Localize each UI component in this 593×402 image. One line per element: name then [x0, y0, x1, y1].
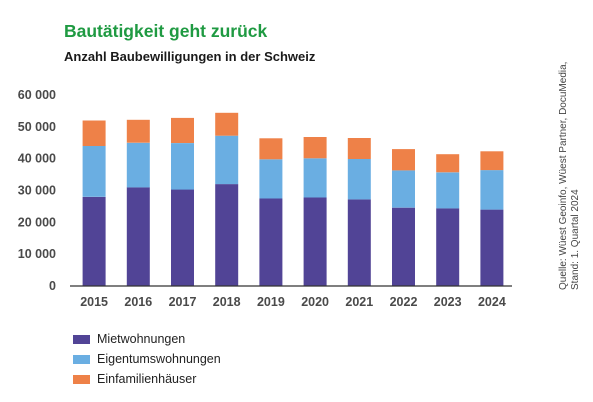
bar-eigentum-2018 — [215, 135, 239, 185]
bar-efh-2018 — [215, 112, 239, 136]
source-line-1: Quelle: Wüest Geoinfo, Wüest Partner, Do… — [558, 61, 569, 290]
bar-efh-2016 — [126, 119, 150, 143]
x-tick-label: 2023 — [434, 295, 462, 309]
stacked-bar-chart: 0 10 000 20 000 30 000 40 000 50 000 60 000 201… — [18, 88, 512, 309]
bar-miet-2015 — [82, 196, 106, 286]
bar-eigentum-2016 — [126, 142, 150, 188]
y-tick-label: 50 000 — [18, 120, 56, 134]
bar-eigentum-2019 — [259, 159, 283, 199]
chart-subtitle: Anzahl Baubewilligungen in der Schweiz — [64, 49, 316, 64]
y-tick-label: 0 — [49, 279, 56, 293]
bar-efh-2023 — [436, 154, 460, 173]
legend-item-miet: Mietwohnungen — [73, 329, 221, 349]
bar-miet-2017 — [171, 189, 194, 286]
bar-miet-2024 — [480, 209, 504, 286]
x-tick-label: 2020 — [301, 295, 329, 309]
bar-eigentum-2023 — [436, 172, 460, 209]
bar-efh-2015 — [82, 120, 106, 146]
legend-swatch-efh — [73, 374, 90, 384]
bar-efh-2021 — [347, 138, 371, 159]
x-tick-label: 2017 — [169, 295, 197, 309]
y-tick-label: 20 000 — [18, 215, 56, 229]
legend-swatch-eigentum — [73, 354, 90, 364]
legend-label-eigentum: Eigentumswohnungen — [97, 352, 221, 366]
legend-swatch-miet — [73, 334, 90, 344]
bar-miet-2020 — [303, 197, 327, 286]
bar-efh-2020 — [303, 137, 327, 159]
legend-item-efh: Einfamilienhäuser — [73, 369, 221, 389]
bar-miet-2019 — [259, 198, 283, 286]
bar-eigentum-2015 — [82, 145, 106, 197]
legend-label-miet: Mietwohnungen — [97, 332, 186, 346]
bar-miet-2023 — [436, 208, 460, 286]
bar-eigentum-2020 — [303, 158, 327, 198]
legend-item-eigentum: Eigentumswohnungen — [73, 349, 221, 369]
legend: Mietwohnungen Eigentumswohnungen Einfami… — [73, 329, 221, 389]
chart-title: Bautätigkeit geht zurück — [64, 21, 268, 41]
bar-eigentum-2017 — [171, 143, 194, 190]
bar-eigentum-2021 — [347, 159, 371, 200]
bar-efh-2024 — [480, 151, 504, 171]
y-tick-label: 10 000 — [18, 247, 56, 261]
x-tick-label: 2015 — [80, 295, 108, 309]
y-tick-label: 30 000 — [18, 184, 56, 198]
bar-miet-2021 — [347, 199, 371, 286]
bar-eigentum-2022 — [392, 170, 415, 208]
bar-efh-2019 — [259, 138, 283, 160]
y-tick-label: 60 000 — [18, 88, 56, 102]
source-note: Quelle: Wüest Geoinfo, Wüest Partner, Do… — [558, 62, 582, 290]
bar-efh-2022 — [392, 149, 415, 171]
bar-miet-2018 — [215, 184, 239, 286]
x-tick-label: 2018 — [213, 295, 241, 309]
y-tick-label: 40 000 — [18, 152, 56, 166]
source-line-2: Stand: 1. Quartal 2024 — [570, 189, 581, 290]
bar-efh-2017 — [171, 117, 194, 143]
legend-label-efh: Einfamilienhäuser — [97, 372, 197, 386]
x-tick-label: 2016 — [124, 295, 152, 309]
bar-miet-2016 — [126, 187, 150, 286]
bar-miet-2022 — [392, 207, 415, 286]
x-tick-label: 2022 — [390, 295, 418, 309]
bar-eigentum-2024 — [480, 170, 504, 210]
x-tick-label: 2021 — [345, 295, 373, 309]
x-tick-label: 2024 — [478, 295, 506, 309]
x-tick-label: 2019 — [257, 295, 285, 309]
